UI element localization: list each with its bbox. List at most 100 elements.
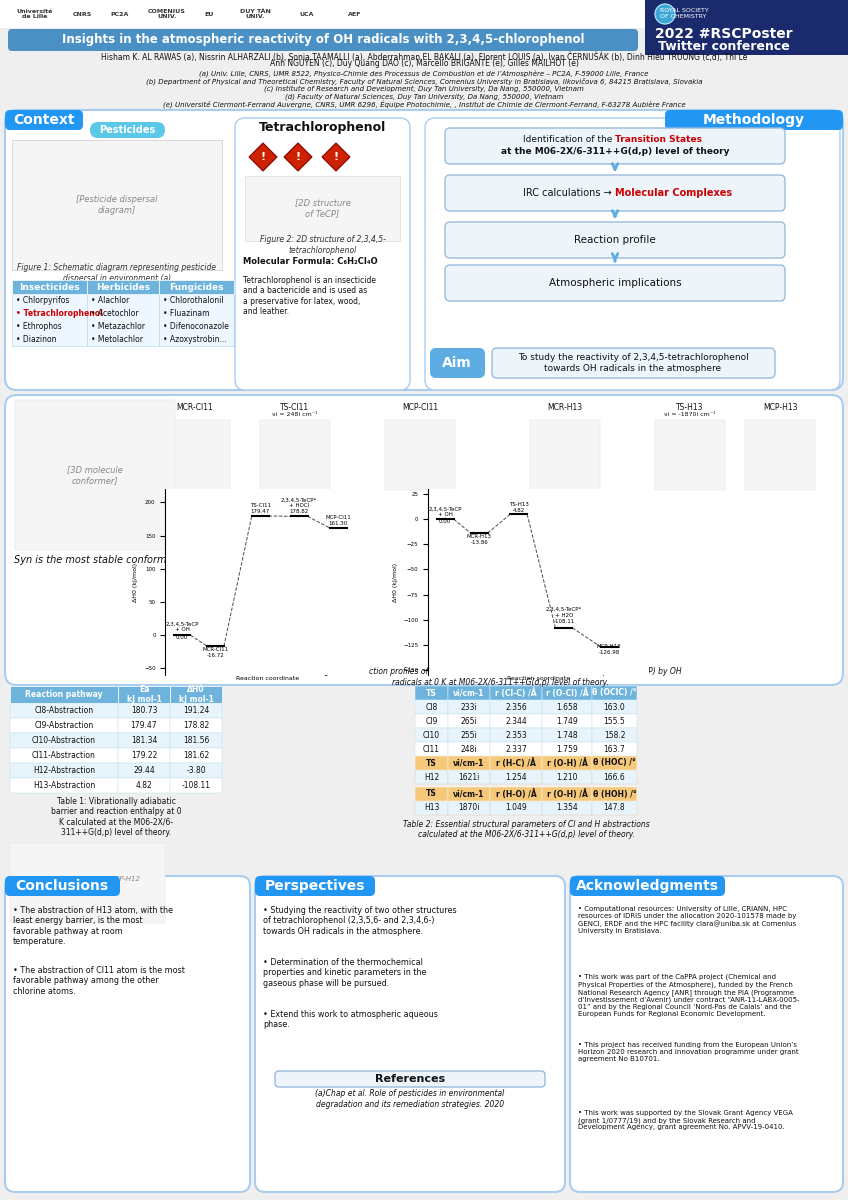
Text: 29.44: 29.44 — [133, 766, 155, 775]
Text: • Ethrophos: • Ethrophos — [16, 322, 62, 331]
Text: Molecular Formula: C₆H₂Cl₄O: Molecular Formula: C₆H₂Cl₄O — [243, 258, 377, 266]
Text: 2,3,4,5-TeCP
+ OH: 2,3,4,5-TeCP + OH — [165, 622, 198, 632]
Bar — [448, 728, 490, 742]
Bar — [170, 763, 222, 778]
Text: COMENIUS
UNIV.: COMENIUS UNIV. — [148, 8, 186, 19]
Bar — [490, 700, 542, 714]
Text: 1.658: 1.658 — [556, 702, 577, 712]
Text: MCR-Cl11
-16.72: MCR-Cl11 -16.72 — [203, 647, 229, 658]
Text: ROYAL SOCIETY: ROYAL SOCIETY — [660, 7, 709, 12]
Bar — [542, 742, 592, 756]
Text: MCP-H13
-126.98: MCP-H13 -126.98 — [597, 644, 622, 655]
Text: MCR-H13
-13.86: MCR-H13 -13.86 — [466, 534, 492, 545]
FancyBboxPatch shape — [430, 348, 485, 378]
Text: • Diazinon: • Diazinon — [16, 335, 57, 344]
Text: • This project has received funding from the European Union’s
Horizon 2020 resea: • This project has received funding from… — [578, 1042, 799, 1062]
Bar — [415, 756, 448, 770]
Bar — [170, 686, 222, 703]
Text: 166.6: 166.6 — [604, 773, 625, 781]
Bar — [10, 778, 118, 793]
Text: 179.22: 179.22 — [131, 751, 157, 760]
Bar — [10, 686, 118, 703]
Bar — [10, 733, 118, 748]
Bar — [415, 728, 448, 742]
Text: (b) Department of Physical and Theoretical Chemistry, Faculty of Natural Science: (b) Department of Physical and Theoretic… — [146, 77, 702, 85]
FancyBboxPatch shape — [445, 265, 785, 301]
Text: r (H-C) /Å: r (H-C) /Å — [496, 758, 536, 768]
Text: MCP-Cl11
161.30: MCP-Cl11 161.30 — [326, 516, 351, 526]
Text: • This work was part of the CaPPA project (Chemical and
Physical Properties of t: • This work was part of the CaPPA projec… — [578, 974, 800, 1018]
Text: 1.049: 1.049 — [505, 804, 527, 812]
Text: H12-Abstraction: H12-Abstraction — [33, 766, 95, 775]
Bar — [10, 718, 118, 733]
Text: • Alachlor: • Alachlor — [91, 296, 129, 305]
Text: Conclusions: Conclusions — [15, 878, 109, 893]
Bar — [118, 733, 170, 748]
Text: AEF: AEF — [349, 12, 362, 17]
Text: Hisham K. AL RAWAS (a), Nissrin ALHARZALI (b), Sonia TAAMALLI (a), Abderrahman E: Hisham K. AL RAWAS (a), Nissrin ALHARZAL… — [101, 53, 747, 61]
Text: DUY TÂN
UNIV.: DUY TÂN UNIV. — [240, 8, 271, 19]
Text: at the M06-2X/6-311++G(d,p) level of theory: at the M06-2X/6-311++G(d,p) level of the… — [501, 148, 729, 156]
Text: H13: H13 — [424, 804, 439, 812]
Bar — [12, 140, 222, 270]
Bar — [448, 700, 490, 714]
Bar — [542, 714, 592, 728]
Text: 2,3,4,5-TeCP*
+ H2O
-108.11: 2,3,4,5-TeCP* + H2O -108.11 — [546, 607, 582, 624]
X-axis label: Reaction coordinate: Reaction coordinate — [236, 677, 298, 682]
Text: !: ! — [295, 152, 300, 162]
Bar — [592, 742, 637, 756]
Text: TS: TS — [427, 790, 437, 798]
Text: IRC calculations →: IRC calculations → — [523, 188, 615, 198]
Text: • Acetochlor: • Acetochlor — [91, 308, 138, 318]
Text: θ (HOH) /°: θ (HOH) /° — [593, 790, 636, 798]
Text: (e) Université Clermont-Ferrand Auvergne, CNRS, UMR 6296, Équipe Photochimie, , : (e) Université Clermont-Ferrand Auvergne… — [163, 101, 685, 109]
Bar — [10, 703, 118, 718]
Text: Cl11: Cl11 — [423, 744, 440, 754]
Bar — [490, 742, 542, 756]
Bar — [415, 742, 448, 756]
Bar — [745, 420, 815, 490]
Bar — [118, 686, 170, 703]
Text: • Studying the reactivity of two other structures
of tetrachlorophenol (2,3,5,6-: • Studying the reactivity of two other s… — [263, 906, 456, 936]
Bar — [542, 756, 592, 770]
Text: Transition States: Transition States — [615, 134, 702, 144]
Text: [MCR-H12 / TS-H12 / MCP-H12
molecule images]: [MCR-H12 / TS-H12 / MCP-H12 molecule ima… — [34, 876, 140, 890]
Text: ΔH0
kJ mol-1: ΔH0 kJ mol-1 — [179, 685, 214, 704]
Text: • Fluazinam: • Fluazinam — [163, 308, 209, 318]
Bar — [415, 802, 448, 815]
Bar — [170, 718, 222, 733]
Bar — [87, 294, 159, 346]
Text: 0.00: 0.00 — [439, 520, 451, 524]
Text: OF CHEMISTRY: OF CHEMISTRY — [660, 13, 706, 18]
Bar — [592, 802, 637, 815]
Bar — [118, 778, 170, 793]
Text: Perspectives: Perspectives — [265, 878, 365, 893]
Text: r (O-H) /Å: r (O-H) /Å — [547, 758, 588, 768]
FancyBboxPatch shape — [5, 876, 250, 1192]
Text: Ea
kJ mol-1: Ea kJ mol-1 — [126, 685, 161, 704]
Text: 158.2: 158.2 — [604, 731, 625, 739]
Text: TS-H13: TS-H13 — [676, 402, 704, 412]
Text: (a)Chap et al. Role of pesticides in environmental
degradation and its remediati: (a)Chap et al. Role of pesticides in env… — [315, 1090, 505, 1109]
Text: !: ! — [260, 152, 265, 162]
Bar — [542, 700, 592, 714]
Text: Université
de Lille: Université de Lille — [17, 8, 53, 19]
Polygon shape — [322, 143, 350, 170]
Text: Cl9-Abstraction: Cl9-Abstraction — [35, 721, 93, 730]
Text: TS-Cl11: TS-Cl11 — [281, 402, 310, 412]
Text: θ (OClC) /°: θ (OClC) /° — [592, 689, 637, 697]
Bar — [490, 728, 542, 742]
Text: References: References — [375, 1074, 445, 1084]
Bar — [542, 802, 592, 815]
Text: TS: TS — [427, 758, 437, 768]
Text: To study the reactivity of 2,3,4,5-tetrachlorophenol
towards OH radicals in the : To study the reactivity of 2,3,4,5-tetra… — [517, 353, 749, 373]
Text: Context: Context — [14, 113, 75, 127]
Text: Figure 1: Schematic diagram representing pesticide
dispersal in environment (a): Figure 1: Schematic diagram representing… — [18, 263, 216, 283]
Text: 180.73: 180.73 — [131, 706, 157, 715]
FancyBboxPatch shape — [5, 876, 120, 896]
Text: Reaction pathway: Reaction pathway — [25, 690, 103, 698]
Text: Cl8: Cl8 — [426, 702, 438, 712]
Bar — [448, 787, 490, 802]
Text: H13-Abstraction: H13-Abstraction — [33, 781, 95, 790]
Text: 4.82: 4.82 — [136, 781, 153, 790]
